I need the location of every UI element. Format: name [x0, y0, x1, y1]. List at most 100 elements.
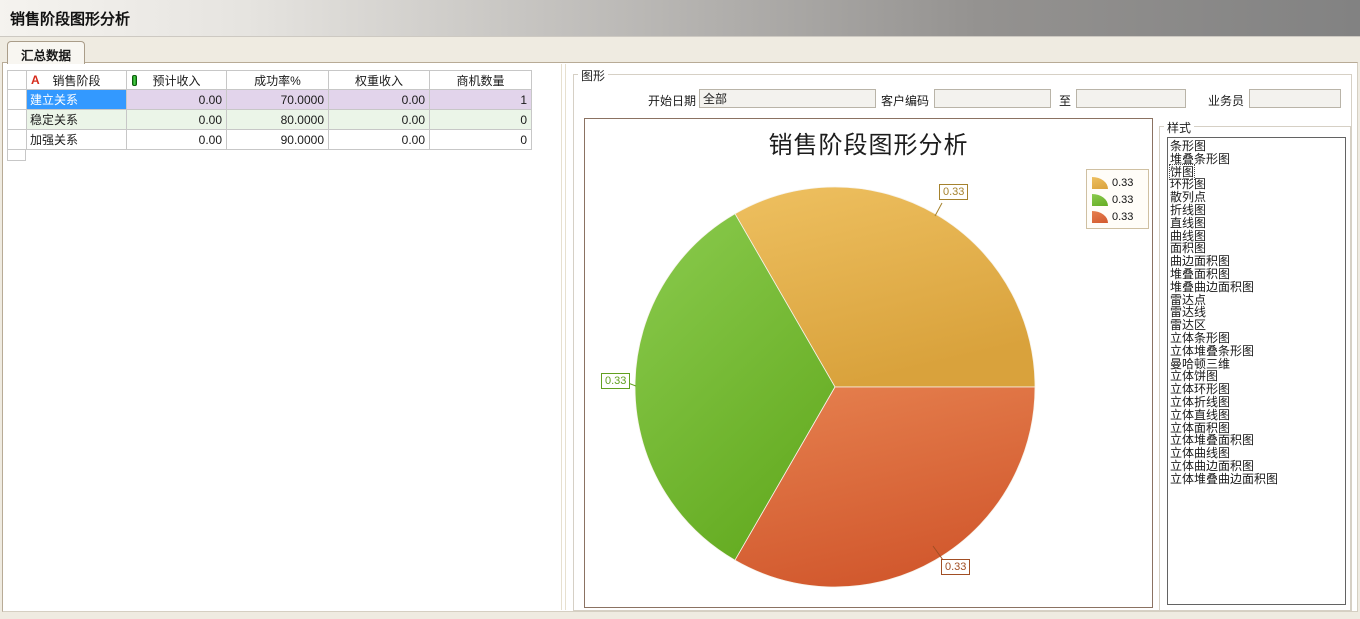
- chart-style-option[interactable]: 立体曲边面积图: [1168, 460, 1345, 473]
- chart-style-option[interactable]: 曼哈顿三维: [1168, 356, 1345, 371]
- chart-style-option[interactable]: 立体直线图: [1168, 407, 1345, 422]
- window-titlebar: 销售阶段图形分析: [0, 0, 1360, 37]
- column-header-weighted[interactable]: 权重收入: [328, 70, 430, 90]
- chart-style-option-label: 曲线图: [1170, 228, 1207, 243]
- chart-style-option[interactable]: 堆叠条形图: [1168, 152, 1345, 166]
- customer-code-to-input[interactable]: [1076, 89, 1186, 108]
- chart-style-list[interactable]: 条形图 堆叠条形图 饼图 环形图 散列点: [1167, 137, 1346, 605]
- cell-stage[interactable]: 稳定关系: [26, 109, 127, 130]
- chart-style-option-label: 折线图: [1170, 202, 1207, 217]
- column-header-stage[interactable]: A 销售阶段: [26, 70, 127, 90]
- chart-style-option[interactable]: 条形图: [1168, 140, 1345, 153]
- chart-style-option-label: 立体环形图: [1170, 382, 1231, 397]
- chart-style-option[interactable]: 雷达区: [1168, 319, 1345, 332]
- column-header-count[interactable]: 商机数量: [429, 70, 532, 90]
- pie-value-label-green: 0.33: [601, 373, 631, 389]
- chart-style-option[interactable]: 雷达线: [1168, 306, 1345, 319]
- legend-entry: 0.33: [1092, 191, 1144, 208]
- chart-style-option-label: 立体堆叠面积图: [1170, 433, 1255, 448]
- cell-stage[interactable]: 建立关系: [26, 89, 127, 110]
- cell-expected[interactable]: 0.00: [126, 89, 227, 110]
- legend-swatch-icon: [1092, 210, 1108, 223]
- chart-style-option[interactable]: 直线图: [1168, 215, 1345, 230]
- row-selector-cell[interactable]: [7, 109, 27, 130]
- chart-style-option-label: 条形图: [1170, 139, 1207, 153]
- table-row[interactable]: 稳定关系 0.00 80.0000 0.00 0: [7, 109, 532, 130]
- chart-style-option[interactable]: 曲线图: [1168, 228, 1345, 243]
- cell-success[interactable]: 90.0000: [226, 129, 329, 150]
- chart-style-option-label: 堆叠面积图: [1170, 266, 1231, 281]
- chart-style-option-label: 立体直线图: [1170, 407, 1231, 422]
- chart-style-option-label: 直线图: [1170, 215, 1207, 230]
- tab-strip: 汇总数据: [0, 37, 1360, 64]
- graph-groupbox: 图形 开始日期 客户编码 至 业务员: [573, 67, 1352, 611]
- panel-divider: [561, 64, 562, 610]
- callout-line-gold: [934, 202, 943, 217]
- chart-style-option[interactable]: 曲边面积图: [1168, 255, 1345, 268]
- chart-style-option[interactable]: 立体堆叠条形图: [1168, 343, 1345, 358]
- chart-style-option[interactable]: 立体饼图: [1168, 370, 1345, 383]
- chart-style-option-label: 立体曲边面积图: [1170, 458, 1255, 473]
- chart-style-option[interactable]: 堆叠面积图: [1168, 268, 1345, 281]
- cell-success[interactable]: 70.0000: [226, 89, 329, 110]
- chart-style-option[interactable]: 立体堆叠曲边面积图: [1168, 471, 1345, 486]
- chart-style-option-label: 立体堆叠曲边面积图: [1170, 471, 1279, 486]
- table-row[interactable]: 建立关系 0.00 70.0000 0.00 1: [7, 89, 532, 110]
- cell-stage[interactable]: 加强关系: [26, 129, 127, 150]
- cell-count[interactable]: 1: [429, 89, 532, 110]
- chart-style-option[interactable]: 立体环形图: [1168, 383, 1345, 396]
- table-row[interactable]: 加强关系 0.00 90.0000 0.00 0: [7, 129, 532, 150]
- cell-weighted[interactable]: 0.00: [328, 109, 430, 130]
- chart-style-option-label: 立体饼图: [1170, 369, 1219, 384]
- tab-summary-data[interactable]: 汇总数据: [7, 41, 86, 64]
- column-header-label: 成功率%: [254, 73, 301, 88]
- cell-success[interactable]: 80.0000: [226, 109, 329, 130]
- chart-style-option-label: 曼哈顿三维: [1170, 356, 1231, 371]
- column-header-success[interactable]: 成功率%: [226, 70, 329, 90]
- cell-expected[interactable]: 0.00: [126, 109, 227, 130]
- row-selector-cell[interactable]: [7, 129, 27, 150]
- column-header-label: 预计收入: [152, 73, 201, 88]
- chart-style-option[interactable]: 立体折线图: [1168, 396, 1345, 409]
- chart-style-option-label: 立体堆叠条形图: [1170, 343, 1255, 358]
- chart-style-option[interactable]: 散列点: [1168, 191, 1345, 204]
- cell-count[interactable]: 0: [429, 109, 532, 130]
- green-bar-icon: [132, 75, 137, 86]
- start-date-input[interactable]: [699, 89, 876, 108]
- cell-count[interactable]: 0: [429, 129, 532, 150]
- column-header-label: 商机数量: [456, 73, 505, 88]
- style-groupbox-label: 样式: [1164, 119, 1195, 136]
- chart-style-option[interactable]: 立体面积图: [1168, 421, 1345, 435]
- chart-style-option-label: 曲边面积图: [1170, 254, 1231, 269]
- legend-swatch-icon: [1092, 176, 1108, 189]
- chart-style-option[interactable]: 立体堆叠面积图: [1168, 434, 1345, 447]
- chart-style-option[interactable]: 面积图: [1168, 242, 1345, 255]
- chart-legend: 0.33 0.33 0.33: [1086, 169, 1149, 229]
- row-selector-stub: [7, 150, 26, 161]
- row-selector-cell[interactable]: [7, 89, 27, 110]
- chart-style-option[interactable]: 堆叠曲边面积图: [1168, 280, 1345, 294]
- callout-line-orange: [932, 545, 944, 561]
- chart-style-option-label: 立体折线图: [1170, 394, 1231, 409]
- column-header-expected[interactable]: 预计收入: [126, 70, 227, 90]
- chart-style-option[interactable]: 饼图: [1168, 163, 1345, 180]
- chart-style-option[interactable]: 折线图: [1168, 204, 1345, 217]
- sales-stage-table: A 销售阶段 预计收入 成功率% 权重收入 商机数量: [7, 70, 532, 150]
- chart-style-option[interactable]: 立体条形图: [1168, 332, 1345, 345]
- cell-expected[interactable]: 0.00: [126, 129, 227, 150]
- pie-slice-gold: [734, 186, 1036, 388]
- style-groupbox: 样式 条形图 堆叠条形图 饼图 环形图: [1159, 119, 1351, 611]
- chart-style-option[interactable]: 立体曲线图: [1168, 447, 1345, 460]
- cell-weighted[interactable]: 0.00: [328, 129, 430, 150]
- chart-style-option[interactable]: 雷达点: [1168, 293, 1345, 307]
- cell-weighted[interactable]: 0.00: [328, 89, 430, 110]
- chart-style-option[interactable]: 环形图: [1168, 178, 1345, 191]
- salesman-input[interactable]: [1249, 89, 1341, 108]
- tab-label: 汇总数据: [21, 49, 72, 63]
- column-header-label: 销售阶段: [52, 73, 101, 88]
- chart-style-option-label: 立体条形图: [1170, 330, 1231, 345]
- customer-code-input[interactable]: [934, 89, 1051, 108]
- chart-style-option-label: 雷达区: [1170, 318, 1207, 333]
- chart-style-option-label: 饼图: [1168, 163, 1196, 180]
